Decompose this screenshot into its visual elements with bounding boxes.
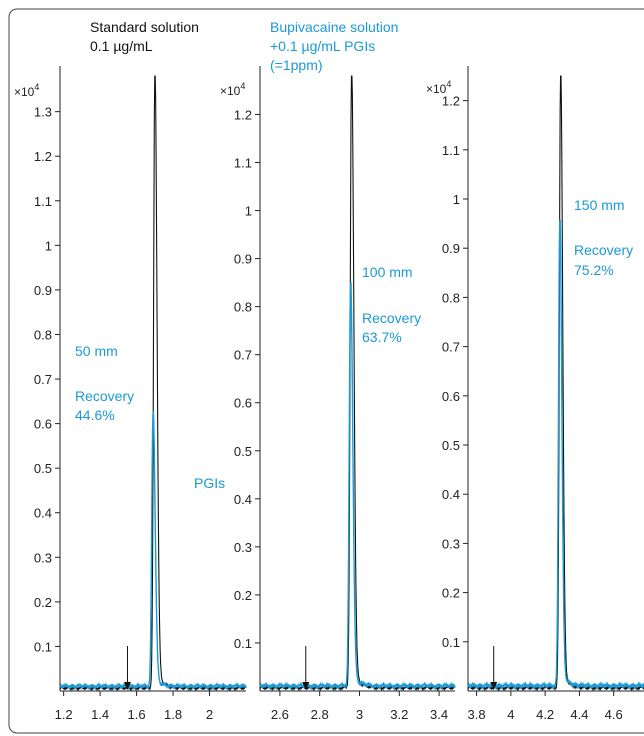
panel-150mm-recovery-label: Recovery — [574, 242, 633, 258]
panel-150mm-y-tick-label: 1 — [453, 192, 460, 207]
panel-50mm-y-tick-label: 0.3 — [34, 550, 52, 565]
panel-100mm-y-tick-label: 0.1 — [234, 636, 252, 651]
panel-50mm-sample-trace — [59, 411, 247, 691]
panel-100mm-y-tick-label: 1.2 — [234, 107, 252, 122]
panel-100mm-y-tick-label: 0.3 — [234, 540, 252, 555]
panel-100mm-y-tick-label: 0.9 — [234, 252, 252, 267]
panel-100mm-recovery-label: Recovery — [362, 310, 421, 326]
panel-50mm-y-tick-label: 1.3 — [34, 105, 52, 120]
panel-150mm-x-tick-label: 4.2 — [536, 707, 554, 722]
panel-100mm-y-tick-label: 0.4 — [234, 492, 252, 507]
panel-150mm-sample-trace — [467, 219, 644, 691]
panel-150mm-y-tick-label: 0.9 — [442, 241, 460, 256]
panel-100mm-standard-trace — [259, 75, 456, 692]
legend-sample-line2: +0.1 µg/mL PGIs — [270, 38, 375, 54]
panel-150mm-arrow-head — [490, 682, 498, 690]
legend-standard-line2: 0.1 µg/mL — [90, 38, 153, 54]
panel-50mm-arrow-head — [123, 682, 131, 690]
panel-50mm-x-tick-label: 1.4 — [91, 707, 109, 722]
legend-sample-line1: Bupivacaine solution — [270, 19, 398, 35]
panel-150mm-x-tick-label: 4.4 — [570, 707, 588, 722]
panel-50mm-x-tick-label: 1.8 — [164, 707, 182, 722]
panel-150mm-mult-exp: 4 — [446, 79, 451, 89]
panel-50mm-y-tick-label: 0.6 — [34, 417, 52, 432]
panel-100mm: 0.1 0.2 0.3 0.4 0.5 0.6 0.7 0.8 0.9 1 1.1 1.2 2.6 2.8… — [220, 66, 456, 722]
panel-50mm-mult-base: ×10 — [14, 85, 35, 99]
panel-150mm-x-tick-label: 3.8 — [468, 707, 486, 722]
panel-50mm-y-tick-label: 0.1 — [34, 639, 52, 654]
panel-100mm-axes: 0.1 0.2 0.3 0.4 0.5 0.6 0.7 0.8 0.9 1 1.1 1.2 2.6 2.8… — [234, 66, 456, 722]
panel-50mm-recovery-label: Recovery — [75, 388, 134, 404]
panel-100mm-x-tick-label: 3 — [356, 707, 363, 722]
panel-50mm-y-tick-label: 1 — [45, 238, 52, 253]
panel-150mm-y-tick-label: 0.7 — [442, 340, 460, 355]
panel-50mm-axes: 0.1 0.2 0.3 0.4 0.5 0.6 0.7 0.8 0.9 1 1.1 1.2 1.3 1.2… — [34, 66, 247, 722]
panel-50mm-y-tick-label: 0.9 — [34, 283, 52, 298]
legend: Standard solution 0.1 µg/mL Bupivacaine … — [90, 19, 398, 73]
panel-100mm-mult-base: ×10 — [220, 84, 241, 98]
panel-50mm-y-tick-label: 1.1 — [34, 194, 52, 209]
panel-100mm-x-tick-label: 2.8 — [311, 707, 329, 722]
panel-150mm-mult-base: ×10 — [426, 82, 447, 96]
panel-150mm-y-tick-label: 0.3 — [442, 536, 460, 551]
panel-50mm-recovery-value: 44.6% — [75, 407, 115, 423]
panel-100mm-x-tick-label: 3.4 — [430, 707, 448, 722]
panel-150mm-y-tick-label: 0.1 — [442, 635, 460, 650]
panel-50mm-y-tick-label: 0.7 — [34, 372, 52, 387]
panel-50mm-x-tick-label: 1.6 — [128, 707, 146, 722]
panel-50mm-pgi-label: PGIs — [194, 475, 225, 491]
panel-100mm-x-tick-label: 3.2 — [390, 707, 408, 722]
panel-100mm-y-tick-label: 0.5 — [234, 444, 252, 459]
panel-100mm-recovery-value: 63.7% — [362, 329, 402, 345]
panel-100mm-y-tick-label: 1 — [245, 204, 252, 219]
figure-frame — [8, 8, 644, 734]
panel-100mm-y-tick-label: 0.2 — [234, 588, 252, 603]
panel-150mm: 0.1 0.2 0.3 0.4 0.5 0.6 0.7 0.8 0.9 1 1.1 1.2 3.8 4 4.… — [426, 66, 644, 722]
panel-100mm-mult-exp: 4 — [240, 81, 245, 91]
legend-sample-line3: (=1ppm) — [270, 57, 323, 73]
panel-50mm-mult-exp: 4 — [34, 82, 39, 92]
panel-50mm-y-tick-label: 0.4 — [34, 506, 52, 521]
panel-50mm-multiplier: ×104 — [14, 82, 39, 99]
panel-150mm-y-tick-label: 0.8 — [442, 290, 460, 305]
panel-50mm-length-label: 50 mm — [75, 343, 118, 359]
panel-50mm-y-tick-label: 0.8 — [34, 327, 52, 342]
panel-50mm-standard-trace — [59, 75, 247, 692]
panel-150mm-y-tick-label: 0.4 — [442, 487, 460, 502]
panel-100mm-y-tick-label: 0.7 — [234, 348, 252, 363]
panel-150mm-y-tick-label: 1.1 — [442, 143, 460, 158]
panel-150mm-x-tick-label: 4 — [507, 707, 514, 722]
panel-150mm-length-label: 150 mm — [574, 197, 625, 213]
panel-150mm-x-tick-label: 4.6 — [605, 707, 623, 722]
panel-150mm-y-tick-label: 0.5 — [442, 438, 460, 453]
panel-100mm-sample-trace — [259, 282, 456, 690]
panel-150mm-y-tick-label: 0.2 — [442, 586, 460, 601]
panel-150mm-standard-trace — [467, 75, 644, 692]
panel-150mm-multiplier: ×104 — [426, 79, 451, 96]
panel-100mm-y-tick-label: 1.1 — [234, 155, 252, 170]
panel-50mm-x-tick-label: 2 — [206, 707, 213, 722]
panel-100mm-y-tick-label: 0.6 — [234, 396, 252, 411]
panel-150mm-y-tick-label: 0.6 — [442, 389, 460, 404]
legend-standard-line1: Standard solution — [90, 19, 199, 35]
panel-150mm-axes: 0.1 0.2 0.3 0.4 0.5 0.6 0.7 0.8 0.9 1 1.1 1.2 3.8 4 4.… — [442, 66, 644, 722]
panel-150mm-recovery-value: 75.2% — [574, 262, 614, 278]
panel-50mm-y-tick-label: 1.2 — [34, 149, 52, 164]
panel-50mm: 0.1 0.2 0.3 0.4 0.5 0.6 0.7 0.8 0.9 1 1.1 1.2 1.3 1.2… — [14, 66, 247, 722]
panel-100mm-length-label: 100 mm — [362, 264, 413, 280]
panel-50mm-y-tick-label: 0.2 — [34, 595, 52, 610]
panel-100mm-multiplier: ×104 — [220, 81, 245, 98]
panel-50mm-y-tick-label: 0.5 — [34, 461, 52, 476]
panel-100mm-arrow-head — [302, 682, 310, 690]
panel-100mm-x-tick-label: 2.6 — [271, 707, 289, 722]
panel-100mm-y-tick-label: 0.8 — [234, 300, 252, 315]
panel-50mm-x-tick-label: 1.2 — [55, 707, 73, 722]
panel-150mm-y-tick-label: 1.2 — [442, 94, 460, 109]
